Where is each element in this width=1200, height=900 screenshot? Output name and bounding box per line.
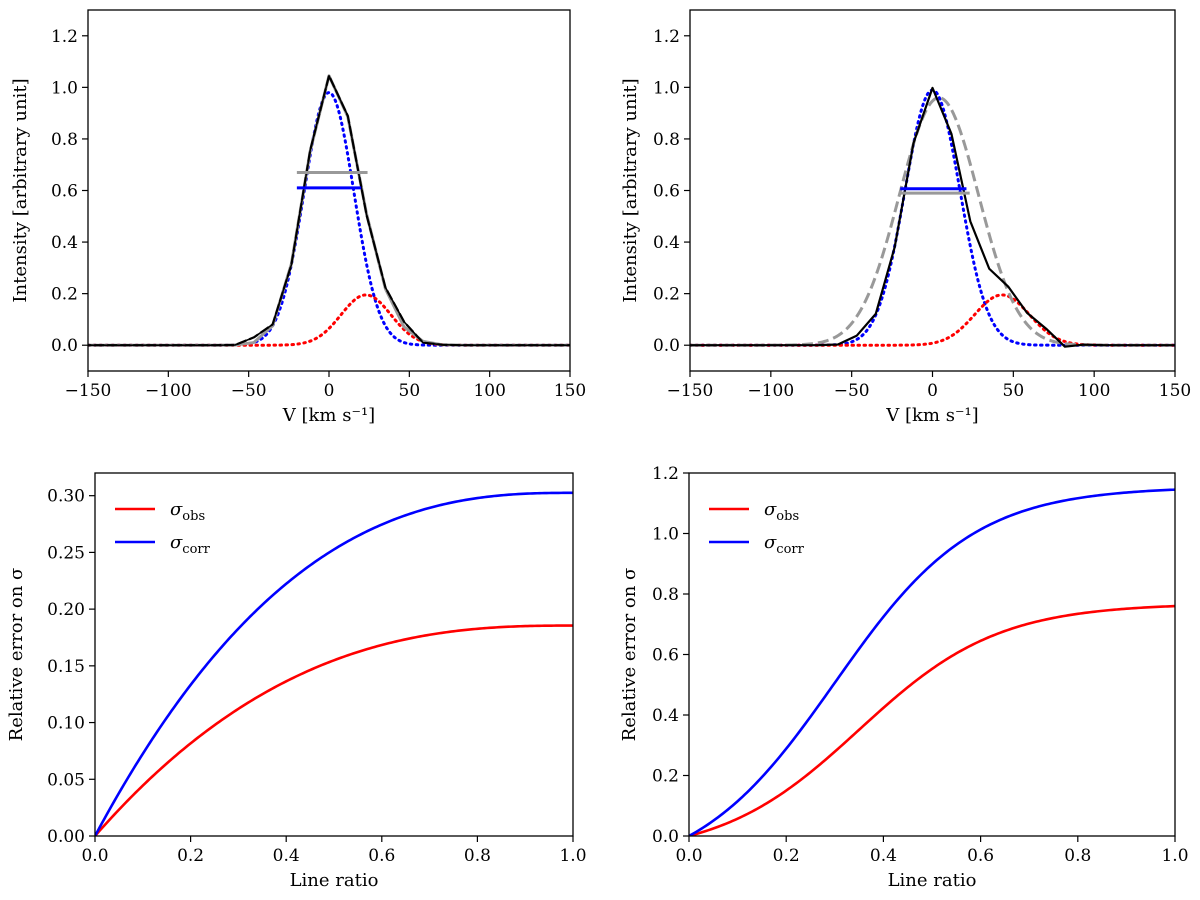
observed-spectrum-line-solid xyxy=(88,74,570,347)
observed-spectrum-line xyxy=(690,86,1175,348)
y-tick-label: 0.4 xyxy=(652,706,679,726)
y-tick-label: 0.2 xyxy=(51,285,78,305)
y-tick-label: 0.6 xyxy=(653,182,680,202)
y-tick-label: 0.4 xyxy=(653,233,680,253)
legend-label-corr: σcorr xyxy=(764,532,805,557)
x-tick-label: 0.0 xyxy=(675,846,702,866)
y-tick-label: 0.8 xyxy=(653,130,680,150)
plot-area xyxy=(690,86,1175,348)
panel-top-right: −150 −100 −50 0 50 100 150 0.0 0.2 0.4 0.6 0.8 1.0 1.… xyxy=(620,9,1191,426)
x-tick-label: 0.2 xyxy=(773,846,800,866)
plot-area xyxy=(88,74,570,347)
y-tick-label: 1.0 xyxy=(652,525,679,545)
y-tick-label: 1.0 xyxy=(653,78,680,98)
y-axis-label: Relative error on σ xyxy=(619,568,640,742)
y-tick-label: 1.2 xyxy=(652,464,679,484)
legend-label-corr: σcorr xyxy=(170,532,211,557)
y-tick-label: 0.0 xyxy=(51,336,78,356)
x-tick-label: −100 xyxy=(145,381,192,401)
y-tick-label: 0.10 xyxy=(47,714,85,734)
y-tick-label: 0.2 xyxy=(652,767,679,787)
x-tick-label: 100 xyxy=(1078,381,1110,401)
x-axis-label: Line ratio xyxy=(888,870,977,891)
x-tick-label: 50 xyxy=(1003,381,1025,401)
y-tick-label: 0.6 xyxy=(51,182,78,202)
legend-label-obs: σobs xyxy=(764,499,799,524)
x-tick-label: 0.6 xyxy=(967,846,994,866)
x-tick-label: −50 xyxy=(834,381,870,401)
x-tick-label: 150 xyxy=(1159,381,1191,401)
secondary-component-line xyxy=(88,293,570,347)
y-axis-label: Intensity [arbitrary unit] xyxy=(620,78,641,302)
x-tick-label: 100 xyxy=(473,381,505,401)
x-tick-label: 0.4 xyxy=(273,846,300,866)
panel-top-left: −150 −100 −50 0 50 100 150 0.0 0.2 0.4 0.6 0.8 1.0 1.… xyxy=(10,9,586,426)
x-tick-label: 0 xyxy=(927,381,938,401)
sigma-obs-line xyxy=(95,624,573,836)
y-tick-label: 0.2 xyxy=(653,285,680,305)
legend-label-obs: σobs xyxy=(170,499,205,524)
x-tick-label: 150 xyxy=(554,381,586,401)
y-tick-label: 1.0 xyxy=(51,78,78,98)
legend: σobs σcorr xyxy=(115,499,211,557)
panel-bottom-left: σobs σcorr 0.0 0.2 0.4 0.6 0.8 1.0 0.00 0.05 0.10 0… xyxy=(6,472,587,891)
axes-frame xyxy=(689,9,1176,372)
sigma-obs-line xyxy=(689,604,1175,836)
y-tick-label: 0.6 xyxy=(652,646,679,666)
x-tick-label: 0.6 xyxy=(368,846,395,866)
sigma-corr-line xyxy=(95,491,573,836)
sigma-corr-line xyxy=(689,488,1175,836)
y-tick-label: 0.0 xyxy=(652,827,679,847)
y-tick-label: 0.15 xyxy=(47,657,85,677)
y-tick-label: 1.2 xyxy=(51,27,78,47)
x-tick-label: 1.0 xyxy=(1161,846,1188,866)
x-tick-label: 1.0 xyxy=(559,846,586,866)
y-tick-label: 0.8 xyxy=(652,585,679,605)
main-component-line xyxy=(88,91,570,347)
x-tick-label: 50 xyxy=(399,381,421,401)
main-component-line xyxy=(690,88,1175,347)
y-tick-label: 0.00 xyxy=(47,827,85,847)
y-tick-label: 0.05 xyxy=(47,770,85,790)
y-tick-label: 0.25 xyxy=(47,543,85,563)
y-tick-label: 0.4 xyxy=(51,233,78,253)
panel-bottom-right: σobs σcorr 0.0 0.2 0.4 0.6 0.8 1.0 0.0 0.2 0.4 0.6 0… xyxy=(619,464,1189,891)
secondary-component-line xyxy=(690,293,1175,347)
x-tick-label: −150 xyxy=(667,381,714,401)
x-tick-label: 0.4 xyxy=(870,846,897,866)
axes-frame xyxy=(87,9,571,372)
y-tick-label: 0.30 xyxy=(47,487,85,507)
x-tick-label: 0.2 xyxy=(177,846,204,866)
y-axis-label: Relative error on σ xyxy=(6,568,27,742)
total-model-line xyxy=(88,74,570,347)
y-tick-label: 0.20 xyxy=(47,600,85,620)
x-tick-label: −150 xyxy=(65,381,112,401)
x-axis-label: V [km s⁻¹] xyxy=(885,405,978,426)
x-tick-label: −50 xyxy=(231,381,267,401)
axes-frame xyxy=(94,472,574,837)
y-tick-label: 0.0 xyxy=(653,336,680,356)
x-tick-label: 0.8 xyxy=(464,846,491,866)
y-tick-label: 1.2 xyxy=(653,27,680,47)
x-tick-label: 0.0 xyxy=(81,846,108,866)
observed-spectrum-line xyxy=(88,74,570,347)
x-axis-label: V [km s⁻¹] xyxy=(282,405,375,426)
axes-frame xyxy=(688,472,1176,837)
plot-area xyxy=(689,488,1175,836)
y-tick-label: 0.8 xyxy=(51,130,78,150)
x-tick-label: 0.8 xyxy=(1064,846,1091,866)
x-axis-label: Line ratio xyxy=(290,870,379,891)
plot-area xyxy=(95,491,573,836)
x-tick-label: 0 xyxy=(324,381,335,401)
x-tick-label: −100 xyxy=(747,381,794,401)
y-axis-label: Intensity [arbitrary unit] xyxy=(10,78,31,302)
legend: σobs σcorr xyxy=(709,499,805,557)
single-gaussian-fit-line xyxy=(690,96,1175,347)
